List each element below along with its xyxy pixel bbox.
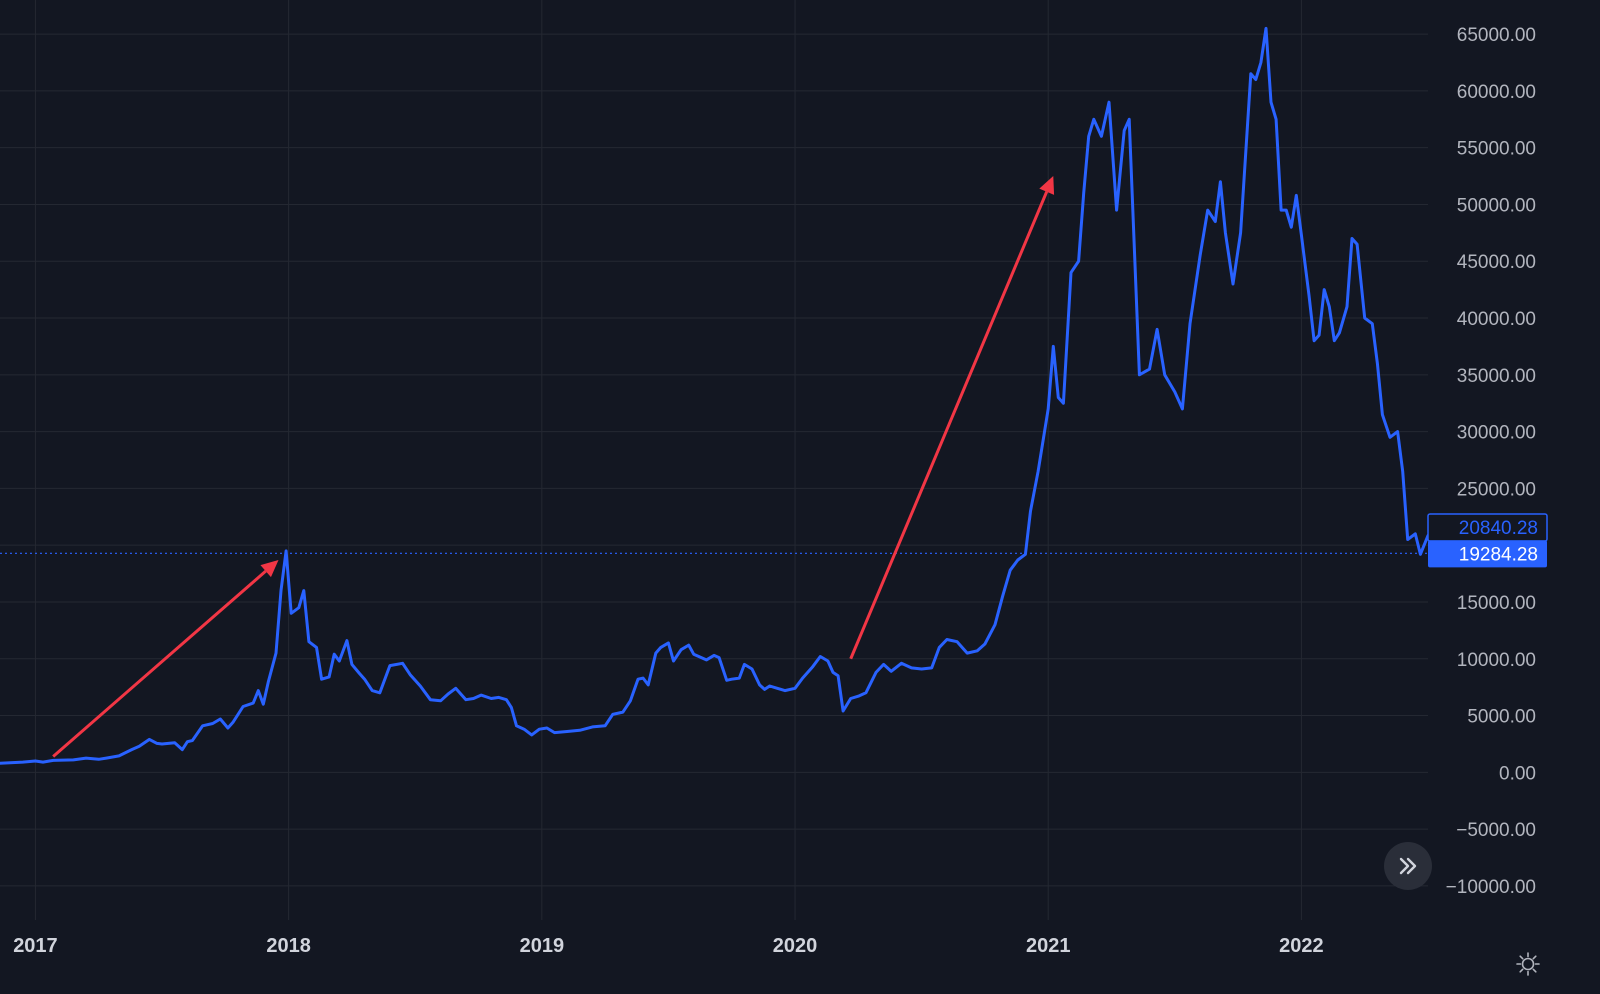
series-layer <box>0 26 1430 765</box>
last-price-label: 20840.28 <box>1459 518 1538 539</box>
y-tick-label: 15000.00 <box>1457 593 1536 614</box>
y-tick-label: 25000.00 <box>1457 479 1536 500</box>
x-tick-label: 2017 <box>13 935 58 957</box>
y-tick-label: 10000.00 <box>1457 650 1536 671</box>
arrow-head <box>260 559 279 578</box>
scroll-to-realtime-button[interactable] <box>1384 842 1432 890</box>
y-tick-label: 55000.00 <box>1457 139 1536 160</box>
gear-icon <box>1516 952 1540 976</box>
series-line <box>0 26 1430 765</box>
y-tick-label: 0.00 <box>1499 763 1536 784</box>
chart-settings-button[interactable] <box>1512 948 1544 980</box>
crosshair-price-label-box <box>1428 540 1547 568</box>
axes: 65000.00 60000.00 55000.00 50000.00 45000.00… <box>13 25 1536 957</box>
arrow-shaft <box>52 569 267 758</box>
y-tick-label: −5000.00 <box>1456 820 1536 841</box>
annotation-layer <box>52 176 1055 758</box>
y-tick-label: 5000.00 <box>1467 707 1536 728</box>
x-tick-label: 2018 <box>266 935 311 957</box>
double-chevron-right-icon <box>1399 857 1417 875</box>
trend-arrow <box>849 176 1055 660</box>
trend-arrow <box>52 559 279 758</box>
x-tick-label: 2019 <box>520 935 565 957</box>
x-tick-label: 2020 <box>773 935 818 957</box>
y-tick-label: 35000.00 <box>1457 366 1536 387</box>
grid <box>0 0 1428 920</box>
y-tick-label: 45000.00 <box>1457 252 1536 273</box>
price-labels: 20840.28 19284.28 <box>1427 513 1548 568</box>
arrow-head <box>1039 176 1055 195</box>
y-tick-label: −10000.00 <box>1446 877 1536 898</box>
y-tick-label: 60000.00 <box>1457 82 1536 103</box>
y-tick-label: 40000.00 <box>1457 309 1536 330</box>
y-tick-label: 65000.00 <box>1457 25 1536 46</box>
y-tick-label: 50000.00 <box>1457 195 1536 216</box>
crosshair-price-label: 19284.28 <box>1459 544 1538 565</box>
x-tick-label: 2022 <box>1279 935 1324 957</box>
x-tick-label: 2021 <box>1026 935 1071 957</box>
arrow-shaft <box>849 191 1049 660</box>
y-tick-label: 30000.00 <box>1457 423 1536 444</box>
